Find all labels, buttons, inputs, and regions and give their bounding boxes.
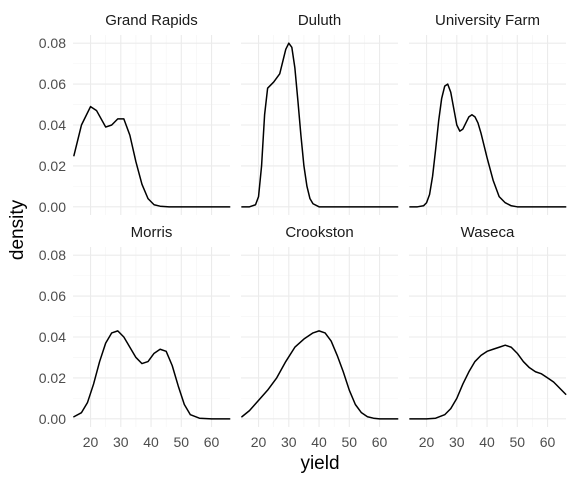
facet-title: University Farm	[435, 12, 540, 29]
x-tick-label: 30	[449, 434, 465, 450]
x-tick-label: 20	[251, 434, 267, 450]
y-tick-label: 0.02	[39, 370, 66, 386]
density-curve	[241, 330, 399, 420]
density-curve	[409, 83, 567, 208]
x-tick-label: 50	[342, 434, 358, 450]
density-curve	[241, 42, 399, 208]
facet-panel: Crookston 20 30 40 50 60	[241, 224, 399, 450]
x-tick-label: 20	[83, 434, 99, 450]
y-tick-label: 0.06	[39, 288, 66, 304]
y-tick-label: 0.00	[39, 411, 66, 427]
x-axis-title: yield	[300, 453, 339, 474]
facet-title: Grand Rapids	[105, 12, 198, 29]
facet-title: Duluth	[298, 12, 341, 29]
density-curve	[73, 105, 231, 208]
x-tick-label: 30	[281, 434, 297, 450]
facet-panel: University Farm	[409, 12, 567, 215]
y-tick-label: 0.00	[39, 199, 66, 215]
facet-title: Waseca	[461, 224, 515, 241]
facet-panel: Duluth	[241, 12, 399, 215]
x-tick-label: 50	[510, 434, 526, 450]
x-tick-label: 50	[174, 434, 190, 450]
facet-panel: Grand Rapids 0.00 0.02 0.04 0.06 0.08	[39, 12, 231, 215]
y-axis-title: density	[7, 199, 28, 260]
x-tick-label: 20	[419, 434, 435, 450]
y-tick-label: 0.08	[39, 35, 66, 51]
facet-title: Crookston	[285, 224, 353, 241]
facet-panel: Morris 0.00 0.02 0.04 0.06 0.08 20 30 40 50 60	[39, 224, 231, 450]
facet-title: Morris	[131, 224, 173, 241]
y-tick-label: 0.06	[39, 76, 66, 92]
x-tick-label: 40	[143, 434, 159, 450]
x-tick-label: 40	[479, 434, 495, 450]
x-tick-label: 60	[540, 434, 556, 450]
x-tick-label: 60	[372, 434, 388, 450]
density-curve	[73, 330, 231, 420]
y-tick-label: 0.08	[39, 247, 66, 263]
x-tick-label: 30	[113, 434, 129, 450]
y-tick-label: 0.02	[39, 158, 66, 174]
x-tick-label: 60	[204, 434, 220, 450]
x-tick-label: 40	[311, 434, 327, 450]
density-curve	[409, 344, 567, 420]
y-tick-label: 0.04	[39, 329, 66, 345]
facet-panel: Waseca 20 30 40 50 60	[409, 224, 567, 450]
y-tick-label: 0.04	[39, 117, 66, 133]
